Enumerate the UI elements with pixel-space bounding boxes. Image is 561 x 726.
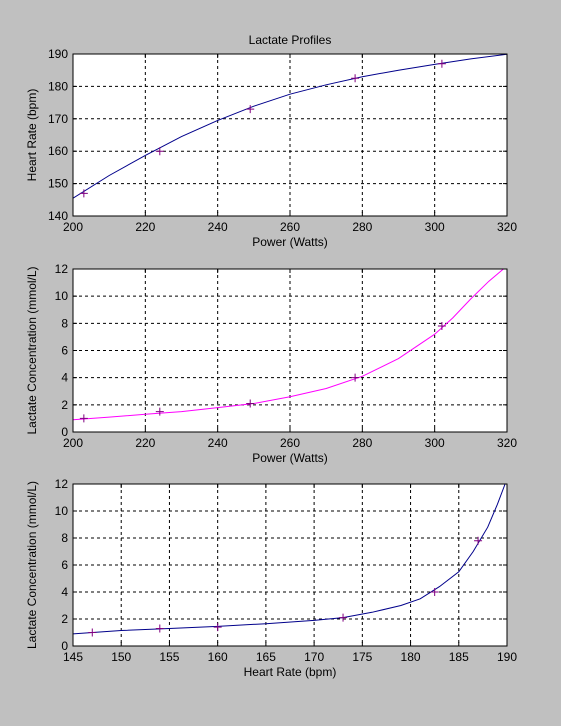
- x-tick-label: 240: [208, 220, 228, 234]
- data-point-marker: [155, 147, 164, 156]
- x-axis-label: Heart Rate (bpm): [244, 665, 337, 679]
- data-point-marker: [437, 322, 446, 331]
- x-tick-label: 160: [208, 650, 228, 664]
- data-point-marker: [155, 624, 164, 633]
- x-tick-label: 185: [449, 650, 469, 664]
- y-tick-label: 170: [48, 112, 68, 126]
- y-tick-label: 190: [48, 47, 68, 61]
- y-tick-label: 2: [61, 398, 68, 412]
- x-tick-label: 320: [497, 436, 517, 450]
- y-tick-label: 10: [55, 289, 69, 303]
- data-point-marker: [474, 536, 483, 545]
- y-tick-label: 12: [55, 262, 69, 276]
- data-point-marker: [339, 613, 348, 622]
- series-line: [73, 269, 504, 421]
- x-tick-label: 200: [63, 436, 83, 450]
- y-tick-label: 4: [61, 371, 68, 385]
- x-tick-label: 260: [280, 220, 300, 234]
- x-tick-label: 180: [401, 650, 421, 664]
- y-tick-label: 180: [48, 79, 68, 93]
- y-tick-label: 6: [61, 558, 68, 572]
- x-tick-label: 190: [497, 650, 517, 664]
- y-tick-label: 8: [61, 316, 68, 330]
- y-tick-label: 0: [61, 425, 68, 439]
- data-point-marker: [246, 105, 255, 114]
- data-point-marker: [213, 623, 222, 632]
- x-tick-label: 280: [352, 436, 372, 450]
- x-tick-label: 240: [208, 436, 228, 450]
- x-tick-label: 220: [135, 220, 155, 234]
- y-tick-label: 12: [55, 477, 69, 491]
- lactate-vs-hr-chart: 145 150 155 160 165 170 175 180 185 190 0 2 4 6 8 10 12 H…: [25, 477, 517, 679]
- y-tick-label: 2: [61, 612, 68, 626]
- x-tick-label: 145: [63, 650, 83, 664]
- y-axis-label: Lactate Concentration (mmol/L): [25, 266, 39, 434]
- y-axis-label: Heart Rate (bpm): [25, 89, 39, 182]
- series-line: [73, 54, 507, 199]
- series-line: [73, 484, 506, 635]
- x-tick-label: 200: [63, 220, 83, 234]
- data-point-marker: [79, 189, 88, 198]
- x-tick-label: 170: [304, 650, 324, 664]
- data-point-marker: [246, 399, 255, 408]
- data-point-marker: [88, 628, 97, 637]
- y-tick-label: 4: [61, 585, 68, 599]
- y-tick-label: 8: [61, 531, 68, 545]
- lactate-vs-power-chart: 200 220 240 260 280 300 320 0 2 4 6 8 10 12 Power (Wat…: [25, 262, 517, 465]
- x-tick-label: 300: [425, 220, 445, 234]
- chart-title: Lactate Profiles: [249, 33, 332, 47]
- x-axis-label: Power (Watts): [252, 451, 328, 465]
- x-tick-label: 165: [256, 650, 276, 664]
- y-tick-label: 160: [48, 144, 68, 158]
- x-tick-label: 155: [159, 650, 179, 664]
- y-tick-label: 10: [55, 504, 69, 518]
- y-tick-label: 140: [48, 209, 68, 223]
- x-tick-label: 175: [352, 650, 372, 664]
- y-axis-label: Lactate Concentration (mmol/L): [25, 481, 39, 649]
- data-point-marker: [430, 588, 439, 596]
- data-point-marker: [437, 59, 446, 68]
- y-tick-label: 150: [48, 177, 68, 191]
- y-tick-label: 6: [61, 344, 68, 358]
- y-tick-label: 0: [61, 639, 68, 653]
- data-point-marker: [155, 407, 164, 416]
- x-tick-label: 220: [135, 436, 155, 450]
- x-tick-label: 150: [111, 650, 131, 664]
- x-tick-label: 300: [425, 436, 445, 450]
- x-axis-label: Power (Watts): [252, 235, 328, 249]
- x-tick-label: 280: [352, 220, 372, 234]
- data-point-marker: [79, 414, 88, 423]
- x-tick-label: 320: [497, 220, 517, 234]
- data-point-marker: [351, 373, 360, 382]
- data-point-marker: [351, 74, 360, 83]
- x-tick-label: 260: [280, 436, 300, 450]
- hr-vs-power-chart: 200 220 240 260 280 300 320 140 150 160 170 180 190 P…: [25, 33, 517, 249]
